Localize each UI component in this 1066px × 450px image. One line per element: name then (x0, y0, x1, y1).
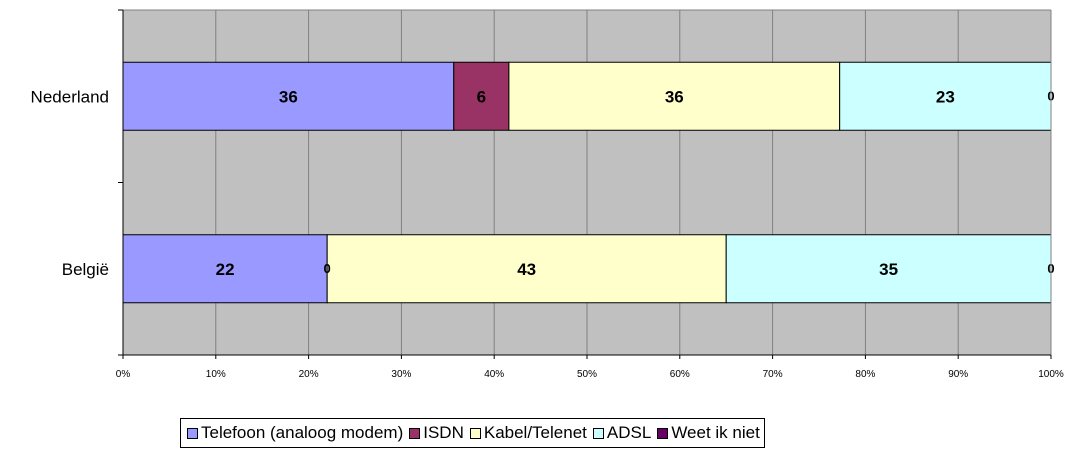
x-tick-label: 40% (484, 369, 504, 380)
bar-segment (508, 61, 841, 131)
legend-swatch (657, 427, 669, 439)
data-label: 6 (477, 87, 486, 106)
x-tick-label: 60% (670, 369, 690, 380)
chart-svg: 36636230Nederland22043350België0%10%20%3… (31, 9, 1064, 380)
data-label: 0 (324, 261, 331, 276)
bar-segment (122, 234, 328, 304)
bar-segment (453, 61, 510, 131)
legend-label: Weet ik niet (671, 423, 760, 442)
x-tick-label: 80% (855, 369, 875, 380)
data-label: 43 (517, 260, 536, 279)
bar-segment (839, 61, 1052, 131)
x-tick-label: 30% (391, 369, 411, 380)
legend-item: Telefoon (analoog modem) (187, 423, 403, 443)
x-tick-label: 70% (763, 369, 783, 380)
chart-legend: Telefoon (analoog modem) ISDN Kabel/Telene… (180, 418, 765, 448)
legend-swatch (469, 427, 481, 439)
data-label: 22 (216, 260, 235, 279)
legend-item: ADSL (592, 423, 652, 443)
legend-swatch (409, 427, 421, 439)
x-tick-label: 90% (948, 369, 968, 380)
bar-segment (725, 234, 1052, 304)
category-label: België (62, 260, 109, 279)
legend-label: ADSL (606, 423, 652, 442)
legend-label: Telefoon (analoog modem) (201, 423, 404, 442)
x-tick-label: 20% (299, 369, 319, 380)
legend-label: ISDN (423, 423, 464, 442)
bar-segment (122, 61, 455, 131)
category-label: Nederland (31, 87, 109, 106)
x-tick-label: 10% (206, 369, 226, 380)
data-label: 36 (279, 87, 298, 106)
x-tick-label: 50% (577, 369, 597, 380)
legend-swatch (187, 427, 198, 439)
data-label: 36 (665, 87, 684, 106)
bar-segment (326, 234, 727, 304)
data-label: 35 (879, 260, 898, 279)
legend-label: Kabel/Telenet (483, 423, 587, 442)
legend-item: Kabel/Telenet (469, 423, 587, 443)
data-label: 23 (936, 87, 955, 106)
legend-item: ISDN (409, 423, 464, 443)
legend-item: Weet ik niet (657, 423, 760, 443)
x-tick-label: 0% (116, 369, 131, 380)
x-tick-label: 100% (1038, 369, 1064, 380)
legend-swatch (592, 427, 604, 439)
